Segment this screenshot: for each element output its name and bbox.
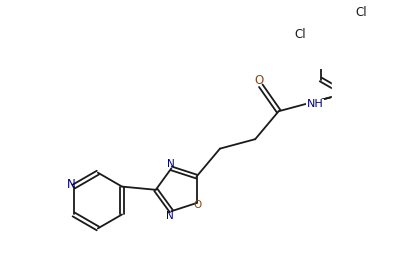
Text: O: O [254, 74, 263, 87]
Polygon shape [332, 31, 407, 117]
Polygon shape [345, 52, 393, 107]
Text: Cl: Cl [294, 28, 306, 41]
Text: N: N [67, 178, 76, 191]
Text: Cl: Cl [356, 6, 367, 19]
Text: N: N [166, 211, 174, 221]
Text: N: N [168, 158, 175, 169]
Text: NH: NH [306, 99, 323, 109]
Text: O: O [193, 200, 202, 210]
